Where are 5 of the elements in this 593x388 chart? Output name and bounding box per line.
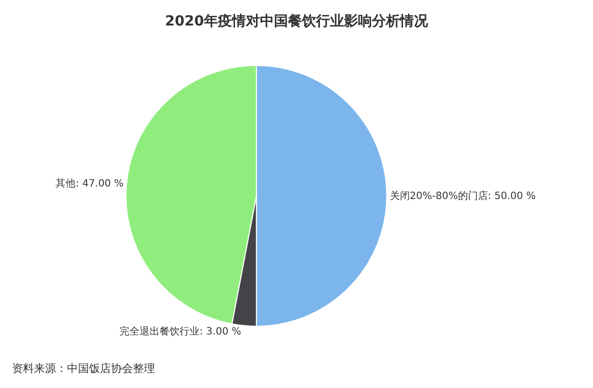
slice-label: 关闭20%-80%的门店: 50.00 % — [390, 190, 536, 202]
slice-label: 其他: 47.00 % — [56, 177, 124, 190]
slice-label: 完全退出餐饮行业: 3.00 % — [120, 326, 242, 338]
chart-title: 2020年疫情对中国餐饮行业影响分析情况 — [165, 12, 429, 30]
text: 资料来源：中国饭店协会整理 — [12, 362, 155, 375]
